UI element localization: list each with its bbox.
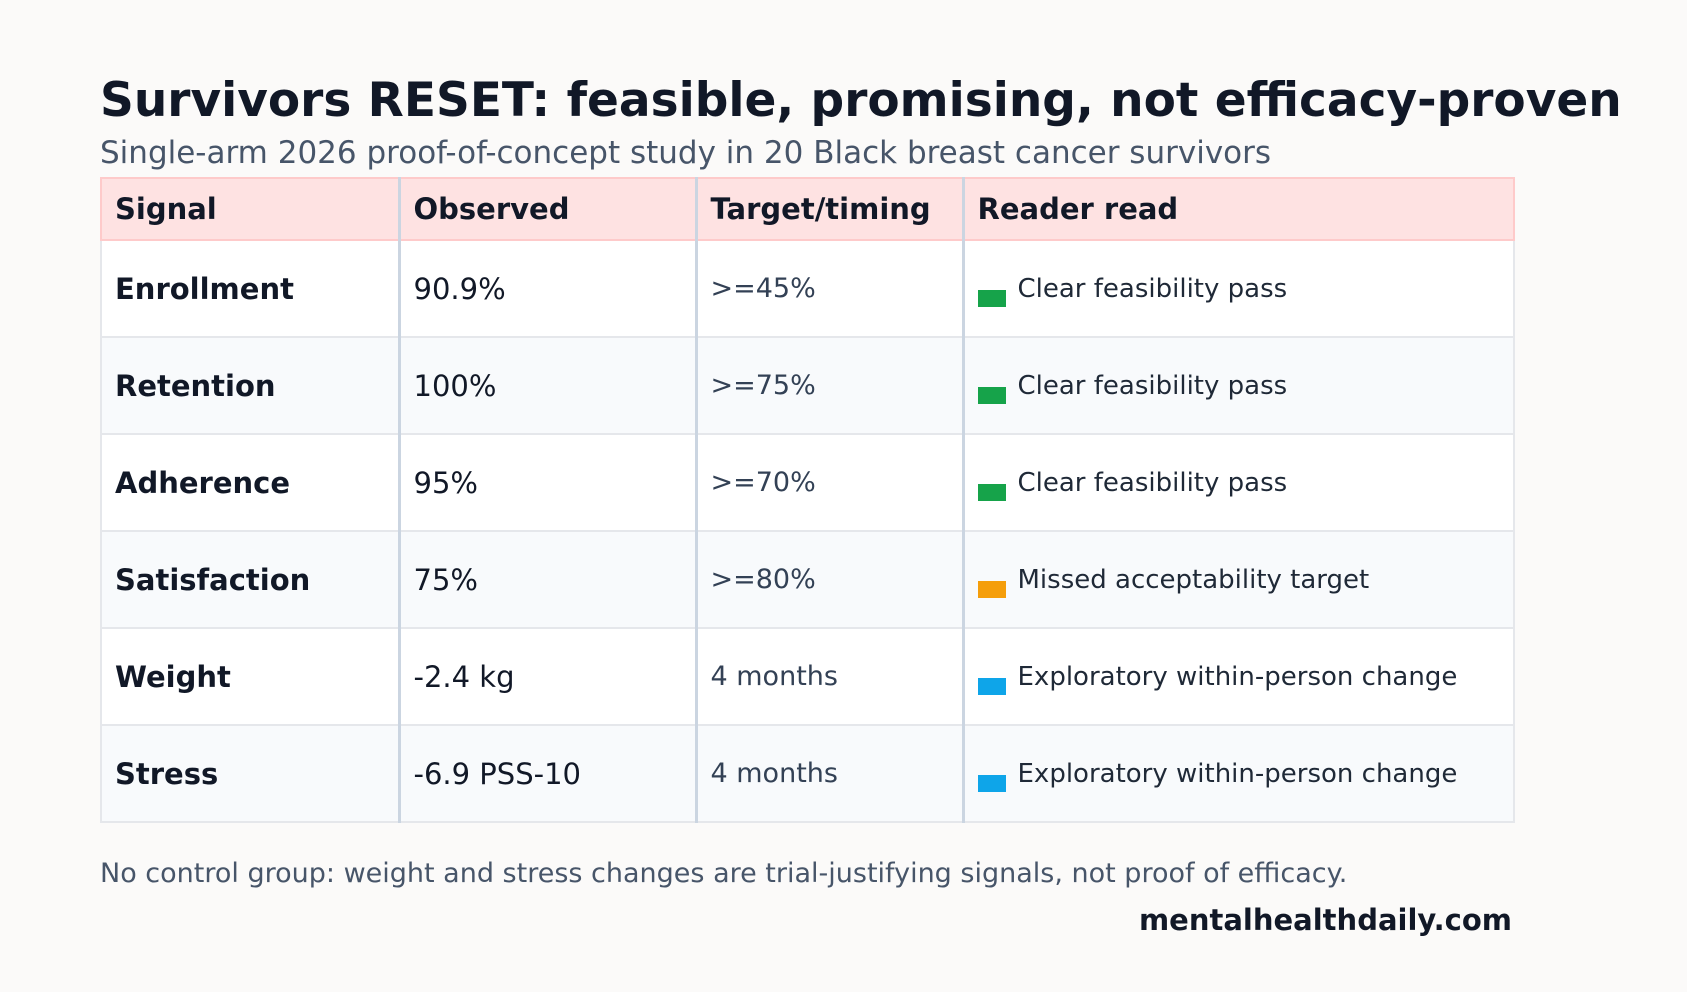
target-cell: 4 months	[694, 627, 963, 726]
status-swatch	[977, 678, 1006, 695]
table-row: Adherence 95% >=70% Clear feasibility pa…	[100, 433, 1515, 532]
signal-cell: Satisfaction	[100, 530, 399, 629]
observed-cell: 75%	[397, 530, 696, 629]
reader-read-label: Clear feasibility pass	[1017, 273, 1288, 304]
page-subtitle: Single-arm 2026 proof-of-concept study i…	[100, 135, 1272, 171]
observed-cell: -6.9 PSS-10	[397, 724, 696, 823]
target-cell: 4 months	[694, 724, 963, 823]
signal-cell: Stress	[100, 724, 399, 823]
reader-read-content: Exploratory within-person change	[977, 755, 1514, 792]
signal-cell: Enrollment	[100, 239, 399, 338]
column-header-target: Target/timing	[694, 177, 964, 241]
status-swatch	[977, 484, 1006, 501]
reader-read-cell: Clear feasibility pass	[961, 239, 1515, 338]
status-swatch	[977, 775, 1006, 792]
results-table: Signal Observed Target/timing Reader rea…	[100, 177, 1515, 823]
site-brand: mentalhealthdaily.com	[1138, 903, 1512, 937]
reader-read-cell: Exploratory within-person change	[961, 627, 1515, 726]
reader-read-content: Clear feasibility pass	[977, 270, 1514, 307]
reader-read-content: Clear feasibility pass	[977, 367, 1514, 404]
observed-cell: 95%	[397, 433, 696, 532]
table-row: Enrollment 90.9% >=45% Clear feasibility…	[100, 239, 1515, 338]
reader-read-cell: Exploratory within-person change	[961, 724, 1515, 823]
reader-read-cell: Missed acceptability target	[961, 530, 1515, 629]
target-cell: >=45%	[694, 239, 963, 338]
signal-cell: Retention	[100, 336, 399, 435]
table-row: Retention 100% >=75% Clear feasibility p…	[100, 336, 1515, 435]
column-header-observed: Observed	[397, 177, 697, 241]
signal-cell: Adherence	[100, 433, 399, 532]
reader-read-content: Missed acceptability target	[977, 561, 1514, 598]
reader-read-content: Exploratory within-person change	[977, 658, 1514, 695]
reader-read-label: Clear feasibility pass	[1017, 370, 1288, 401]
header: Survivors RESET: feasible, promising, no…	[100, 72, 1680, 172]
observed-cell: -2.4 kg	[397, 627, 696, 726]
header-row: Signal Observed Target/timing Reader rea…	[100, 177, 1515, 241]
target-cell: >=80%	[694, 530, 963, 629]
table-row: Stress -6.9 PSS-10 4 months Exploratory …	[100, 724, 1515, 823]
page-title: Survivors RESET: feasible, promising, no…	[100, 73, 1622, 128]
table-header: Signal Observed Target/timing Reader rea…	[100, 177, 1515, 241]
reader-read-content: Clear feasibility pass	[977, 464, 1514, 501]
footnote: No control group: weight and stress chan…	[100, 858, 1348, 889]
column-header-signal: Signal	[100, 177, 400, 241]
status-swatch	[977, 581, 1006, 598]
table-body: Enrollment 90.9% >=45% Clear feasibility…	[100, 239, 1515, 823]
table-row: Satisfaction 75% >=80% Missed acceptabil…	[100, 530, 1515, 629]
status-swatch	[977, 290, 1006, 307]
target-cell: >=70%	[694, 433, 963, 532]
table-row: Weight -2.4 kg 4 months Exploratory with…	[100, 627, 1515, 726]
status-swatch	[977, 387, 1006, 404]
target-cell: >=75%	[694, 336, 963, 435]
observed-cell: 90.9%	[397, 239, 696, 338]
column-header-reader-read: Reader read	[961, 177, 1515, 241]
reader-read-cell: Clear feasibility pass	[961, 336, 1515, 435]
reader-read-label: Exploratory within-person change	[1017, 758, 1458, 789]
reader-read-cell: Clear feasibility pass	[961, 433, 1515, 532]
reader-read-label: Missed acceptability target	[1017, 564, 1370, 595]
reader-read-label: Clear feasibility pass	[1017, 467, 1288, 498]
signal-cell: Weight	[100, 627, 399, 726]
reader-read-label: Exploratory within-person change	[1017, 661, 1458, 692]
observed-cell: 100%	[397, 336, 696, 435]
